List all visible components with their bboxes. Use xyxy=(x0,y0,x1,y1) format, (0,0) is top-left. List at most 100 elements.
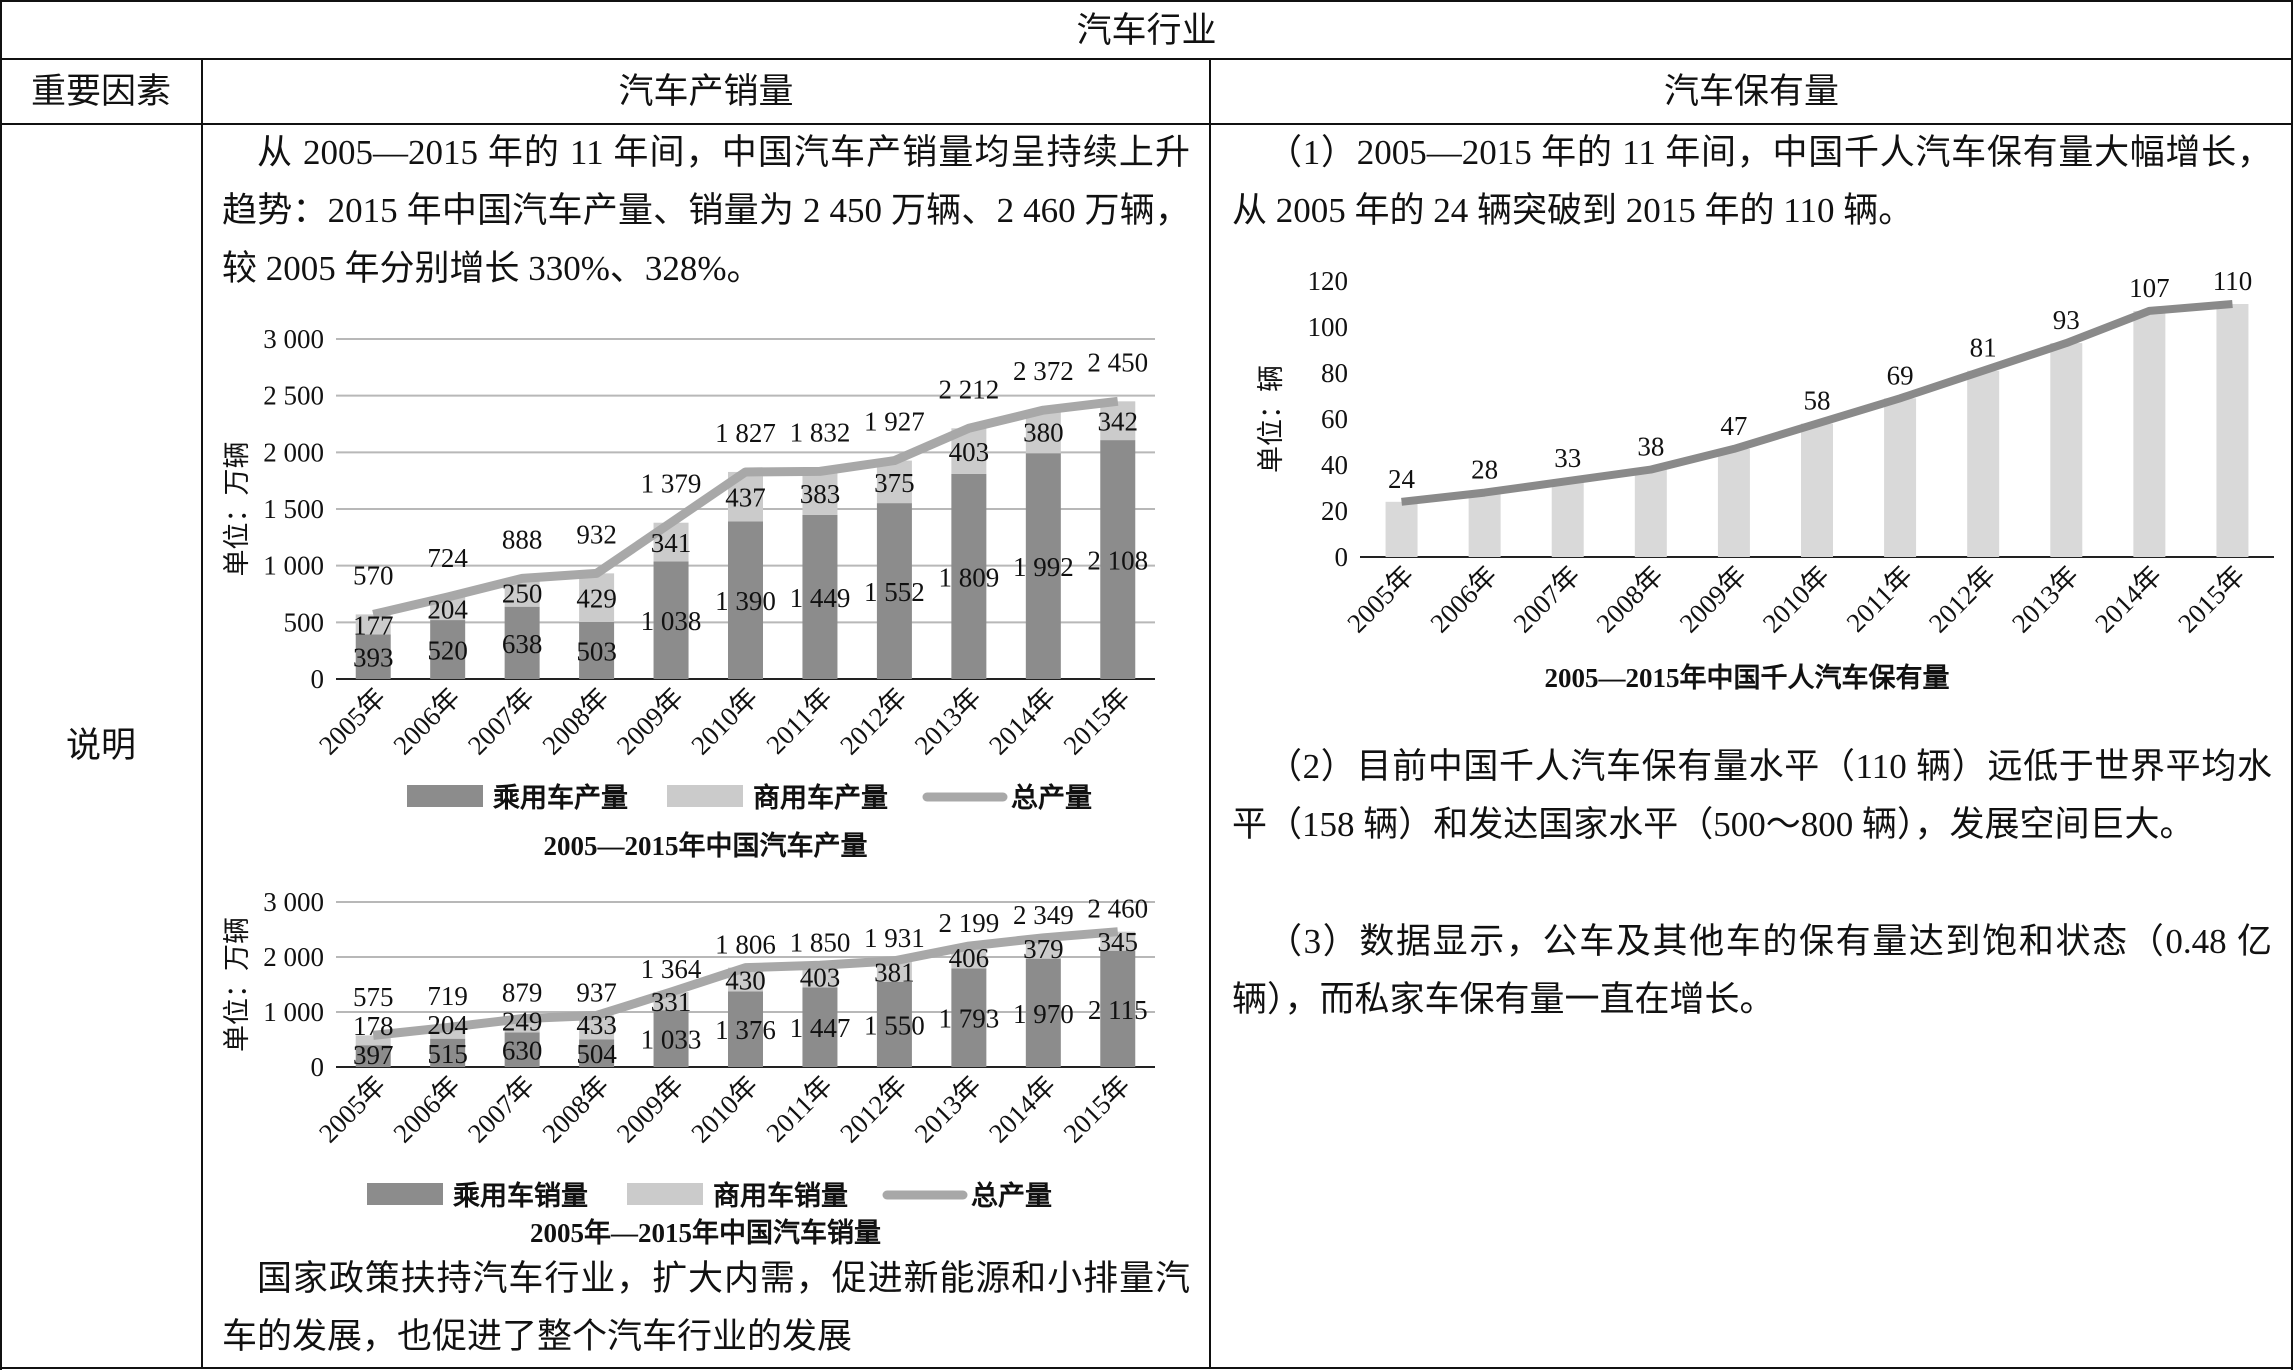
data-label-commercial: 406 xyxy=(949,943,990,973)
ownership-bar xyxy=(1468,492,1501,557)
ownership-bar xyxy=(1801,423,1833,557)
data-label-passenger: 638 xyxy=(502,629,543,659)
data-label-total: 2 372 xyxy=(1013,356,1074,386)
bar-passenger xyxy=(951,473,987,679)
bar-commercial xyxy=(579,573,615,622)
data-label-commercial: 345 xyxy=(1098,927,1139,957)
x-tick-label: 2005年 xyxy=(313,682,391,760)
data-label: 24 xyxy=(1388,464,1416,494)
x-tick-label: 2014年 xyxy=(2089,560,2167,638)
x-tick-label: 2006年 xyxy=(387,682,465,760)
y-tick-label: 1 500 xyxy=(263,494,324,524)
y-tick-label: 2 000 xyxy=(263,437,324,467)
x-tick-label: 2015年 xyxy=(2172,560,2250,638)
ownership-point-2: （2）目前中国千人汽车保有量水平（110 辆）远低于世界平均水平（158 辆）和… xyxy=(1232,747,2272,844)
bar-passenger xyxy=(1025,958,1061,1067)
bar-passenger xyxy=(728,991,763,1067)
y-tick-label: 0 xyxy=(1335,542,1349,572)
bar-commercial xyxy=(876,960,912,982)
column-divider-1 xyxy=(201,59,203,1369)
data-label-total: 570 xyxy=(353,560,394,590)
legend-swatch-passenger xyxy=(367,1183,443,1205)
bar-passenger xyxy=(504,1032,540,1067)
data-label: 69 xyxy=(1887,360,1914,390)
x-tick-label: 2006年 xyxy=(387,1070,465,1148)
data-label-total: 1 827 xyxy=(715,418,776,448)
ownership-bar xyxy=(2216,304,2249,557)
legend-swatch-commercial xyxy=(667,785,743,807)
data-label-passenger: 504 xyxy=(576,1039,617,1069)
data-label: 28 xyxy=(1471,455,1498,485)
y-tick-label: 80 xyxy=(1321,358,1348,388)
legend-swatch-commercial xyxy=(627,1183,703,1205)
data-label-total: 932 xyxy=(576,519,617,549)
data-label-commercial: 430 xyxy=(725,965,766,995)
bar-passenger xyxy=(355,1045,391,1067)
bar-passenger xyxy=(504,606,540,679)
bar-passenger xyxy=(802,987,838,1067)
y-tick-label: 3 000 xyxy=(263,887,324,917)
ownership-point-1: （1）2005—2015 年的 11 年间，中国千人汽车保有量大幅增长，从 20… xyxy=(1232,133,2272,230)
bar-passenger xyxy=(430,620,466,679)
data-label-passenger: 2 108 xyxy=(1087,546,1148,576)
bar-passenger xyxy=(653,561,689,679)
x-tick-label: 2015年 xyxy=(1058,682,1136,760)
header-production-sales: 汽车产销量 xyxy=(618,72,794,111)
data-label-commercial: 403 xyxy=(949,437,990,467)
x-tick-label: 2014年 xyxy=(983,682,1061,760)
bar-commercial xyxy=(355,1035,391,1046)
ownership-bar xyxy=(2050,343,2083,557)
table-border-right xyxy=(2291,0,2293,1370)
data-label-commercial: 383 xyxy=(800,479,841,509)
ownership-bar xyxy=(1551,481,1584,557)
data-label-passenger: 1 550 xyxy=(864,1010,925,1040)
data-label-total: 2 199 xyxy=(938,908,999,938)
total-line xyxy=(372,927,1119,1040)
data-label: 58 xyxy=(1804,386,1831,416)
data-label-passenger: 1 447 xyxy=(790,1013,851,1043)
table-border-header xyxy=(0,123,2293,125)
data-label: 93 xyxy=(2053,305,2080,335)
bar-commercial xyxy=(802,965,838,988)
bar-passenger xyxy=(579,1039,615,1067)
y-tick-label: 0 xyxy=(311,1052,325,1082)
bar-passenger xyxy=(876,981,912,1067)
ownership-bar xyxy=(1884,398,1917,557)
legend-label-commercial: 商用车销量 xyxy=(713,1180,848,1211)
x-tick-label: 2011年 xyxy=(760,682,838,760)
y-tick-label: 100 xyxy=(1308,312,1349,342)
y-tick-label: 2 000 xyxy=(263,942,324,972)
bar-commercial xyxy=(579,1015,615,1040)
data-label-commercial: 429 xyxy=(576,584,617,614)
data-label-commercial: 249 xyxy=(502,1007,543,1037)
data-label: 38 xyxy=(1637,432,1664,462)
y-axis-label: 单位：辆 xyxy=(1256,365,1286,473)
data-label-passenger: 515 xyxy=(427,1039,468,1069)
table-border-left xyxy=(0,0,2,1370)
data-label-passenger: 1 552 xyxy=(864,577,925,607)
production-sales-conclusion: 国家政策扶持汽车行业，扩大内需，促进新能源和小排量汽车的发展，也促进了整个汽车行… xyxy=(222,1259,1190,1356)
data-label-passenger: 1 390 xyxy=(715,586,776,616)
bar-passenger xyxy=(355,634,391,679)
row-label-description: 说明 xyxy=(65,726,136,765)
data-label: 107 xyxy=(2129,273,2170,303)
data-label: 33 xyxy=(1554,443,1581,473)
ownership-line xyxy=(1401,300,2233,506)
data-label-commercial: 403 xyxy=(800,962,841,992)
data-label-commercial: 379 xyxy=(1023,934,1063,964)
data-label-commercial: 437 xyxy=(725,483,766,513)
x-tick-label: 2009年 xyxy=(611,1070,689,1148)
ownership-bar xyxy=(2133,310,2166,557)
legend-label-total: 总产量 xyxy=(971,1181,1052,1211)
data-label-passenger: 1 376 xyxy=(715,1015,776,1045)
data-label-total: 724 xyxy=(427,543,468,573)
x-tick-label: 2005年 xyxy=(1341,560,1419,638)
data-label-commercial: 204 xyxy=(427,595,468,625)
data-label-total: 888 xyxy=(502,524,543,554)
legend-label-commercial: 商用车产量 xyxy=(753,782,888,813)
data-label-total: 1 364 xyxy=(641,954,702,984)
x-tick-label: 2013年 xyxy=(909,1070,987,1148)
bar-passenger xyxy=(579,621,615,679)
x-tick-label: 2007年 xyxy=(462,1070,540,1148)
